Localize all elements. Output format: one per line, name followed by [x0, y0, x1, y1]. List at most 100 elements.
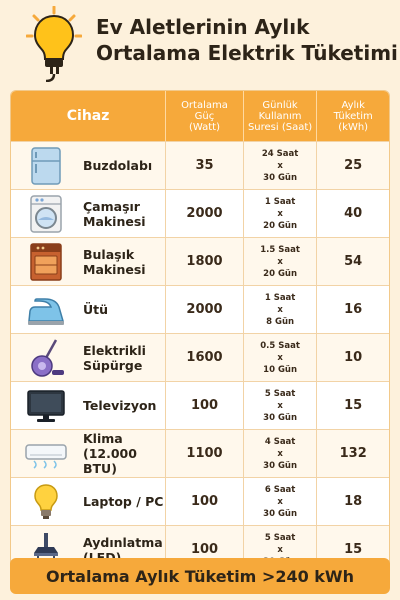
usage-days: 30 Gün — [263, 172, 298, 183]
table-row: Elektrikli Süpürge 1600 0.5 Saat x 10 Gün… — [11, 333, 389, 381]
table-row: Klima (12.000 BTU) 1100 4 Saat x 30 Gün 1… — [11, 429, 389, 477]
usage-hours: 1.5 Saat — [260, 244, 300, 255]
vacuum-cleaner-icon — [23, 338, 69, 378]
device-name: Ütü — [83, 302, 108, 317]
device-name-line: Ütü — [83, 302, 109, 317]
air-conditioner-icon — [23, 434, 69, 474]
header-monthly-line: (kWh) — [338, 121, 369, 133]
device-name: Elektrikli Süpürge — [83, 343, 146, 373]
usage-cell: 1.5 Saat x 20 Gün — [244, 238, 318, 285]
header-usage-line: Günlük — [262, 99, 298, 111]
power-cell: 35 — [166, 142, 244, 189]
light-bulb-plug-icon — [25, 5, 83, 83]
power-cell: 2000 — [166, 190, 244, 237]
usage-times: x — [277, 448, 283, 459]
usage-cell: 5 Saat x 30 Gün — [244, 382, 318, 429]
device-name: Laptop / PC — [83, 494, 163, 509]
table-row: Televizyon 100 5 Saat x 30 Gün 15 — [11, 381, 389, 429]
usage-times: x — [277, 544, 283, 555]
device-cell: Buzdolabı — [11, 142, 167, 189]
monthly-kwh-cell: 15 — [344, 398, 363, 413]
device-name: Çamaşır Makinesi — [83, 199, 146, 229]
usage-days: 10 Gün — [263, 364, 298, 375]
usage-hours: 1 Saat — [264, 292, 296, 303]
header-usage-line: Kullanım — [258, 110, 302, 122]
header-usage: Günlük Kullanım Suresi (Saat) — [244, 91, 318, 141]
monthly-kwh-cell: 25 — [344, 158, 363, 173]
table-row: Bulaşık Makinesi 1800 1.5 Saat x 20 Gün 5… — [11, 237, 389, 285]
table-header: Cihaz Ortalama Güç (Watt) Günlük Kullanı… — [11, 91, 389, 141]
power-cell: 2000 — [166, 286, 244, 333]
usage-cell: 6 Saat x 30 Gün — [244, 478, 318, 525]
header-power-line: Ortalama — [181, 99, 228, 111]
device-cell: Bulaşık Makinesi — [11, 238, 167, 285]
usage-times: x — [277, 496, 283, 507]
device-cell: Laptop / PC — [11, 478, 167, 525]
device-name-line: Laptop / PC — [83, 494, 164, 509]
refrigerator-icon — [23, 146, 69, 186]
device-cell: Çamaşır Makinesi — [11, 190, 167, 237]
monthly-kwh-cell: 18 — [344, 494, 363, 509]
title-line-2: Ortalama Elektrik Tüketimi — [96, 41, 398, 65]
table-row: Laptop / PC 100 6 Saat x 30 Gün 18 — [11, 477, 389, 525]
usage-days: 20 Gün — [263, 220, 298, 231]
header: Ev Aletlerinin Aylık Ortalama Elektrik T… — [0, 0, 400, 86]
header-usage-line: Suresi (Saat) — [247, 121, 313, 133]
power-cell: 100 — [166, 478, 244, 525]
device-name-line: Aydınlatma — [83, 534, 163, 550]
header-power-line: Güç — [194, 110, 215, 122]
iron-icon — [23, 290, 69, 330]
device-name: Bulaşık Makinesi — [83, 247, 146, 277]
title-line-1: Ev Aletlerinin Aylık — [96, 15, 310, 39]
washing-machine-icon — [23, 194, 69, 234]
monthly-kwh-cell: 132 — [339, 446, 367, 461]
table-row: Buzdolabı 35 24 Saat x 30 Gün 25 — [11, 141, 389, 189]
usage-hours: 6 Saat — [264, 484, 296, 495]
device-name-line: Çamaşır — [83, 198, 140, 214]
header-monthly-line: Aylık — [341, 99, 365, 111]
usage-cell: 0.5 Saat x 10 Gün — [244, 334, 318, 381]
summary-banner: Ortalama Aylık Tüketim >240 kWh — [10, 558, 390, 594]
usage-times: x — [277, 400, 283, 411]
device-cell: Ütü — [11, 286, 167, 333]
device-name-line: Makinesi — [83, 213, 146, 229]
usage-hours: 5 Saat — [264, 388, 296, 399]
device-name: Buzdolabı — [83, 158, 152, 173]
usage-times: x — [277, 256, 283, 267]
device-name-line: Makinesi — [83, 261, 146, 277]
header-monthly: Aylık Tüketim (kWh) — [317, 91, 389, 141]
device-name: Klima (12.000 BTU) — [83, 431, 165, 476]
usage-times: x — [277, 208, 283, 219]
usage-days: 8 Gün — [266, 316, 295, 327]
device-name-line: (12.000 BTU) — [83, 446, 137, 476]
device-name-line: Elektrikli — [83, 342, 146, 358]
usage-cell: 1 Saat x 20 Gün — [244, 190, 318, 237]
device-cell: Televizyon — [11, 382, 167, 429]
television-icon — [23, 386, 69, 426]
usage-days: 20 Gün — [263, 268, 298, 279]
usage-times: x — [277, 304, 283, 315]
usage-days: 30 Gün — [263, 460, 298, 471]
table-row: Ütü 2000 1 Saat x 8 Gün 16 — [11, 285, 389, 333]
device-name-line: Televizyon — [83, 398, 157, 413]
usage-hours: 4 Saat — [264, 436, 296, 447]
header-device: Cihaz — [11, 91, 167, 141]
light-bulb-icon — [23, 482, 69, 522]
device-cell: Klima (12.000 BTU) — [11, 430, 167, 477]
device-name-line: Bulaşık — [83, 246, 135, 262]
monthly-kwh-cell: 54 — [344, 254, 363, 269]
power-cell: 1600 — [166, 334, 244, 381]
monthly-kwh-cell: 40 — [344, 206, 363, 221]
header-power: Ortalama Güç (Watt) — [166, 91, 244, 141]
device-name-line: Buzdolabı — [83, 158, 153, 173]
usage-cell: 24 Saat x 30 Gün — [244, 142, 318, 189]
monthly-kwh-cell: 16 — [344, 302, 363, 317]
monthly-kwh-cell: 10 — [344, 350, 363, 365]
device-name: Televizyon — [83, 398, 156, 413]
usage-hours: 5 Saat — [264, 532, 296, 543]
usage-cell: 4 Saat x 30 Gün — [244, 430, 318, 477]
power-cell: 100 — [166, 382, 244, 429]
monthly-kwh-cell: 15 — [344, 542, 363, 557]
power-cell: 100 — [166, 526, 244, 573]
usage-cell: 1 Saat x 8 Gün — [244, 286, 318, 333]
